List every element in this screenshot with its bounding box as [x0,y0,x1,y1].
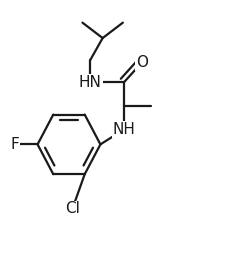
Text: NH: NH [112,122,135,137]
Text: Cl: Cl [65,201,79,216]
Text: O: O [135,55,147,70]
Text: HN: HN [79,75,101,90]
Text: F: F [11,137,19,152]
